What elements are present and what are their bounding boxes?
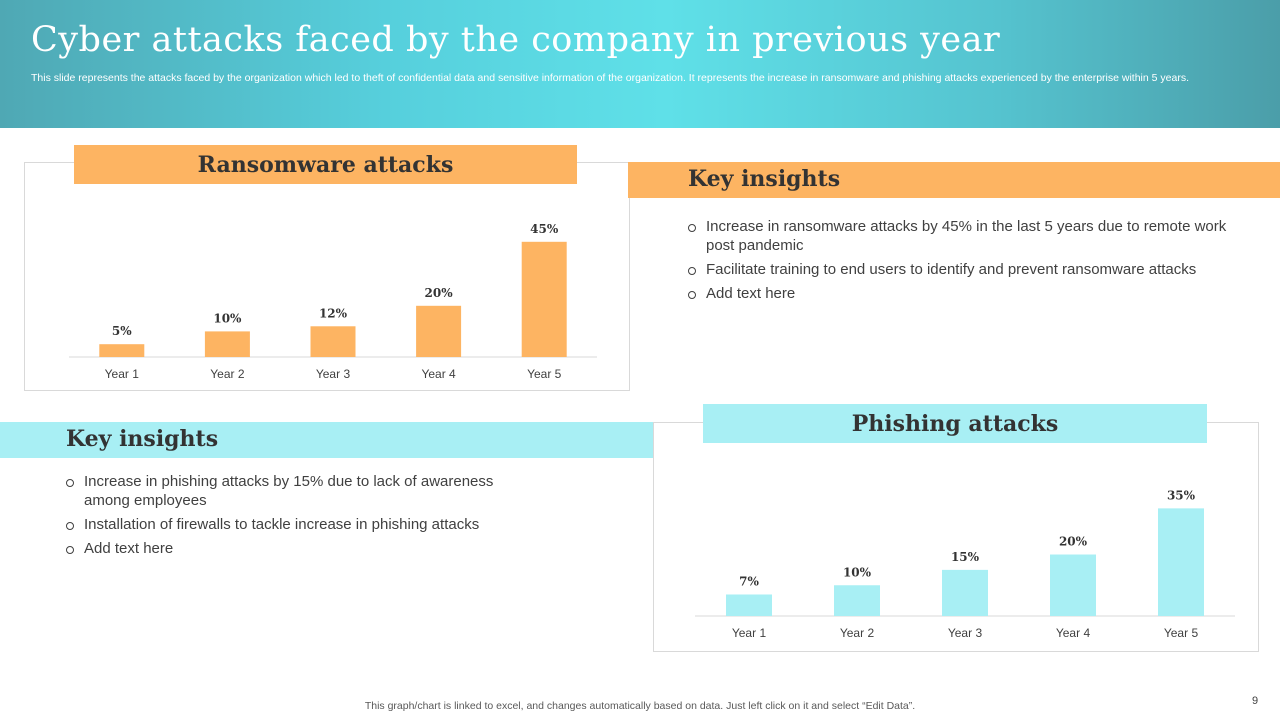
phishing-data-label-5: 35% [1167,488,1196,502]
phishing-bar-1[interactable] [726,594,772,616]
phishing-x-tick-label-3: Year 3 [948,626,983,640]
bullet-circle-icon [66,522,74,530]
phishing-bar-2[interactable] [834,585,880,616]
footer-note: This graph/chart is linked to excel, and… [364,700,916,712]
list-item: Installation of firewalls to tackle incr… [66,515,536,534]
phishing-chart[interactable]: 7% Year 1 10% Year 2 15% Year 3 20% Year 4 35% Ye… [654,423,1258,651]
ransomware-x-tick-label-5: Year 5 [527,367,562,381]
list-item: Add text here [688,284,1238,303]
bullet-circle-icon [66,546,74,554]
page-subtitle: This slide represents the attacks faced … [31,72,1189,84]
ransomware-data-label-2: 10% [213,311,242,325]
phishing-chart-title: Phishing attacks [703,404,1207,443]
ransomware-data-label-4: 20% [425,286,454,300]
phishing-insights-title: Key insights [66,426,219,452]
list-item: Facilitate training to end users to iden… [688,260,1238,279]
phishing-x-tick-label-1: Year 1 [732,626,767,640]
phishing-data-label-2: 10% [843,565,872,579]
ransomware-insights-title: Key insights [688,166,841,192]
ransomware-data-label-3: 12% [319,306,348,320]
phishing-data-label-3: 15% [951,550,980,564]
bullet-circle-icon [688,291,696,299]
phishing-chart-title-text: Phishing attacks [851,410,1059,437]
phishing-x-tick-label-4: Year 4 [1056,626,1091,640]
phishing-insights-list: Increase in phishing attacks by 15% due … [66,472,536,563]
phishing-data-label-4: 20% [1059,535,1088,549]
ransomware-chart-title: Ransomware attacks [74,145,577,184]
ransomware-chart-box[interactable]: 5% Year 1 10% Year 2 12% Year 3 20% Year 4 45% Ye… [24,162,630,391]
ransomware-data-label-5: 45% [530,222,559,236]
bullet-circle-icon [688,224,696,232]
ransomware-chart-title-text: Ransomware attacks [197,151,454,178]
header-banner: Cyber attacks faced by the company in pr… [0,0,1280,128]
ransomware-bar-1[interactable] [99,344,145,357]
phishing-insights-banner [0,422,654,458]
ransomware-bar-3[interactable] [310,326,356,357]
ransomware-insights-list: Increase in ransomware attacks by 45% in… [688,217,1238,308]
phishing-bar-4[interactable] [1050,554,1096,617]
ransomware-bar-2[interactable] [204,331,250,357]
phishing-bar-5[interactable] [1158,508,1204,616]
ransomware-x-tick-label-4: Year 4 [421,367,456,381]
bullet-circle-icon [688,267,696,275]
phishing-data-label-1: 7% [739,574,759,588]
bullet-circle-icon [66,479,74,487]
phishing-x-tick-label-5: Year 5 [1164,626,1199,640]
list-item: Add text here [66,539,536,558]
ransomware-chart[interactable]: 5% Year 1 10% Year 2 12% Year 3 20% Year 4 45% Ye… [25,163,629,390]
list-item: Increase in ransomware attacks by 45% in… [688,217,1238,255]
ransomware-x-tick-label-3: Year 3 [316,367,351,381]
ransomware-x-tick-label-2: Year 2 [210,367,245,381]
phishing-x-tick-label-2: Year 2 [840,626,875,640]
page-number: 9 [1252,695,1259,707]
ransomware-insights-banner [628,162,1280,198]
ransomware-x-tick-label-1: Year 1 [105,367,140,381]
ransomware-bar-5[interactable] [521,241,567,357]
page-title: Cyber attacks faced by the company in pr… [31,20,1001,60]
list-item: Increase in phishing attacks by 15% due … [66,472,536,510]
ransomware-bar-4[interactable] [416,305,462,357]
ransomware-data-label-1: 5% [112,324,132,338]
phishing-bar-3[interactable] [942,569,988,616]
phishing-chart-box[interactable]: 7% Year 1 10% Year 2 15% Year 3 20% Year 4 35% Ye… [653,422,1259,652]
